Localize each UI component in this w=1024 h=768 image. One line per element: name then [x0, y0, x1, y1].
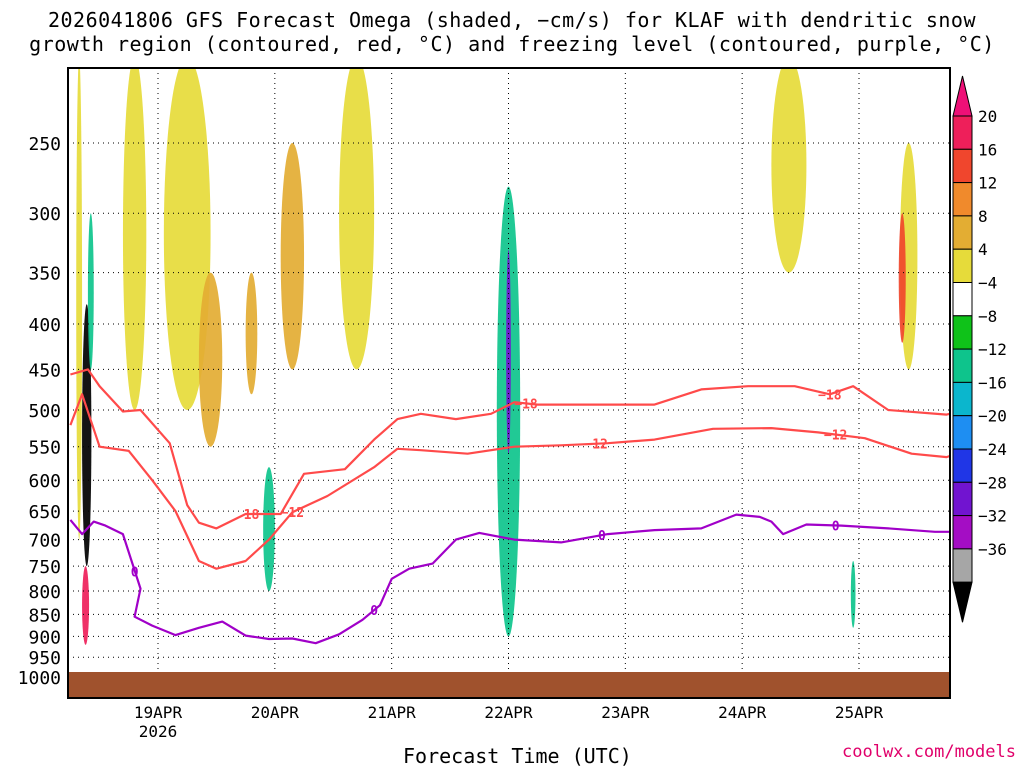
contour-label-7: 0	[370, 604, 378, 619]
y-tick-label-600: 600	[28, 471, 61, 492]
contour-label-1: −18	[514, 397, 538, 412]
y-tick-label-250: 250	[28, 134, 61, 155]
colorbar-box-13	[952, 548, 973, 583]
x-tick-label-20APR: 20APR	[251, 703, 300, 722]
contour-line-0	[70, 368, 950, 530]
colorbar-box-3	[952, 215, 973, 250]
colorbar-label-1: 16	[978, 140, 997, 159]
colorbar-label-4: 4	[978, 240, 988, 259]
colorbar-bottom-arrow	[952, 581, 973, 623]
colorbar-box-4	[952, 248, 973, 283]
y-tick-label-550: 550	[28, 438, 61, 459]
contour-label-6: 0	[131, 565, 139, 580]
colorbar-box-7	[952, 348, 973, 383]
colorbar-box-9	[952, 415, 973, 450]
colorbar-box-10	[952, 448, 973, 483]
omega-region-1	[122, 68, 147, 410]
y-tick-label-850: 850	[28, 605, 61, 626]
colorbar-label-8: −16	[978, 373, 1007, 392]
contour-line-2	[69, 513, 950, 645]
omega-region-0	[76, 68, 83, 540]
contour-label-3: −12	[281, 506, 304, 521]
title-line-2: growth region (contoured, red, °C) and f…	[29, 32, 995, 56]
omega-region-4	[280, 143, 305, 370]
contour-label-9: 0	[832, 519, 840, 534]
title-line-1: 2026041806 GFS Forecast Omega (shaded, −…	[47, 8, 977, 32]
x-tick-label-21APR: 21APR	[368, 703, 417, 722]
colorbar-box-2	[952, 182, 973, 217]
contour-line-1	[69, 393, 950, 570]
colorbar-box-5	[952, 282, 973, 317]
x-tick-label-25APR: 25APR	[835, 703, 884, 722]
colorbar-label-12: −32	[978, 507, 1007, 526]
x-axis-label: Forecast Time (UTC)	[403, 744, 632, 768]
y-tick-label-750: 750	[28, 557, 61, 578]
colorbar-box-8	[952, 381, 973, 417]
colorbar-box-11	[952, 481, 973, 517]
colorbar-label-13: −36	[978, 540, 1007, 559]
y-tick-label-350: 350	[28, 264, 61, 285]
x-tick-sublabel-19APR: 2026	[139, 722, 178, 741]
x-tick-label-24APR: 24APR	[718, 703, 767, 722]
omega-region-15	[263, 467, 275, 592]
x-tick-label-19APR: 19APR	[134, 703, 183, 722]
y-tick-label-450: 450	[28, 360, 61, 381]
colorbar-label-2: 12	[978, 174, 997, 193]
colorbar-box-12	[952, 515, 973, 550]
y-tick-label-800: 800	[28, 582, 61, 603]
colorbar-label-10: −24	[978, 440, 1007, 459]
colorbar-label-3: 8	[978, 207, 988, 226]
y-tick-label-900: 900	[28, 627, 61, 648]
omega-region-3	[198, 272, 223, 447]
y-tick-label-500: 500	[28, 401, 61, 422]
contour-label-2: −18	[818, 388, 842, 403]
plot-frame	[67, 67, 951, 699]
colorbar-label-6: −8	[978, 307, 997, 326]
colorbar-label-11: −28	[978, 473, 1007, 492]
omega-shading	[76, 68, 918, 645]
contour-label-4: −12	[584, 438, 607, 453]
omega-region-14	[898, 213, 906, 343]
omega-region-10	[82, 566, 90, 645]
contour-label-8: 0	[598, 529, 606, 544]
y-tick-label-950: 950	[28, 648, 61, 669]
omega-region-16	[850, 561, 856, 628]
colorbar-label-5: −4	[978, 274, 997, 293]
colorbar: 20 16 12 8 4 −4 −8 −12 −16 −20 −24 −28 −32 −36	[952, 75, 1007, 623]
y-tick-label-650: 650	[28, 502, 61, 523]
colorbar-label-0: 20	[978, 107, 997, 126]
colorbar-label-9: −20	[978, 407, 1007, 426]
omega-region-8	[245, 272, 258, 395]
y-tick-label-1000: 1000	[18, 668, 61, 689]
credit-link[interactable]: coolwx.com/models	[842, 742, 1016, 762]
omega-region-6	[771, 68, 807, 273]
colorbar-box-0	[952, 115, 973, 150]
omega-region-5	[339, 68, 375, 370]
chart-title: 2026041806 GFS Forecast Omega (shaded, −…	[0, 8, 1024, 56]
y-tick-label-700: 700	[28, 531, 61, 552]
colorbar-box-6	[952, 315, 973, 350]
x-tick-label-22APR: 22APR	[484, 703, 533, 722]
contour-label-5: −12	[824, 429, 847, 444]
ground-terrain	[68, 672, 950, 698]
omega-region-13	[506, 249, 511, 454]
y-tick-label-300: 300	[28, 204, 61, 225]
colorbar-label-7: −12	[978, 340, 1007, 359]
colorbar-top-arrow	[952, 75, 973, 117]
contour-label-0: 18	[244, 508, 260, 523]
y-tick-label-400: 400	[28, 315, 61, 336]
omega-region-11	[87, 213, 94, 370]
colorbar-box-1	[952, 148, 973, 184]
contour-lines: 18 −18 −18 −12 −12 −12 0 0 0 0	[69, 368, 950, 645]
x-tick-label-23APR: 23APR	[601, 703, 650, 722]
y-axis: 2503003504004505005506006507007508008509…	[18, 134, 61, 689]
